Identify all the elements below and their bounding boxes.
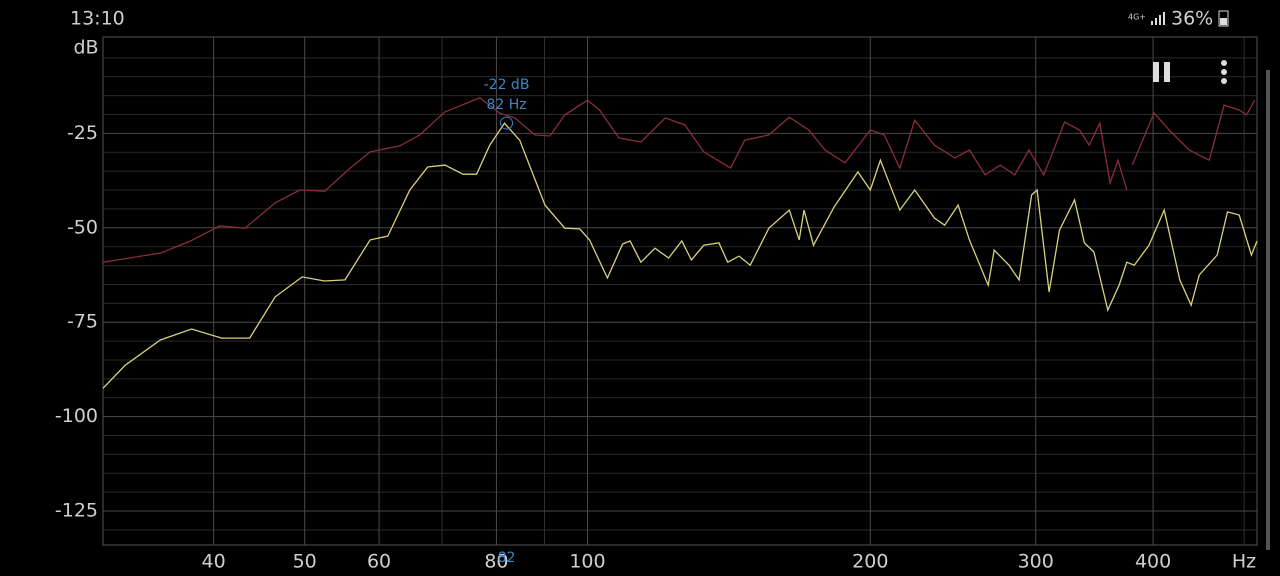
signal-icon [1151, 12, 1165, 25]
peak-marker [500, 116, 514, 130]
y-axis-label: dB [73, 37, 98, 59]
battery-icon [1218, 10, 1229, 27]
x-tick-label: 50 [293, 551, 317, 573]
x-tick-label: 40 [202, 551, 226, 573]
status-time: 13:10 [70, 8, 125, 30]
pause-button[interactable] [1153, 62, 1170, 82]
x-tick-label: 100 [569, 551, 605, 573]
y-tick-label: -100 [55, 405, 98, 427]
menu-button[interactable] [1221, 60, 1227, 84]
peak-hz-label: 82 Hz [486, 97, 526, 113]
status-network: 4G+ [1128, 13, 1146, 22]
x-axis-label: Hz [1232, 551, 1256, 573]
y-tick-label: -50 [67, 216, 98, 238]
battery-level [1220, 18, 1227, 25]
plot: -25 -50 -75 -100 -125 40 50 60 80 100 200 300 400 -22… [55, 36, 1258, 573]
spectrum-line [102, 97, 1256, 263]
status-battery: 36% [1171, 8, 1213, 30]
plot-area [102, 36, 1258, 546]
x-tick-label: 200 [852, 551, 888, 573]
y-tick-label: -75 [67, 311, 98, 333]
peak-db-label: -22 dB [484, 77, 530, 93]
x-tick-label: 400 [1135, 551, 1171, 573]
spectrum-line [102, 122, 1258, 389]
x-tick-label: 80 [484, 551, 508, 573]
peak-axis-label: 82 [498, 550, 516, 566]
scrollbar [1266, 70, 1270, 550]
x-tick-label: 300 [1018, 551, 1054, 573]
y-tick-label: -25 [67, 122, 98, 144]
y-tick-label: -125 [55, 500, 98, 522]
x-tick-label: 60 [367, 551, 391, 573]
